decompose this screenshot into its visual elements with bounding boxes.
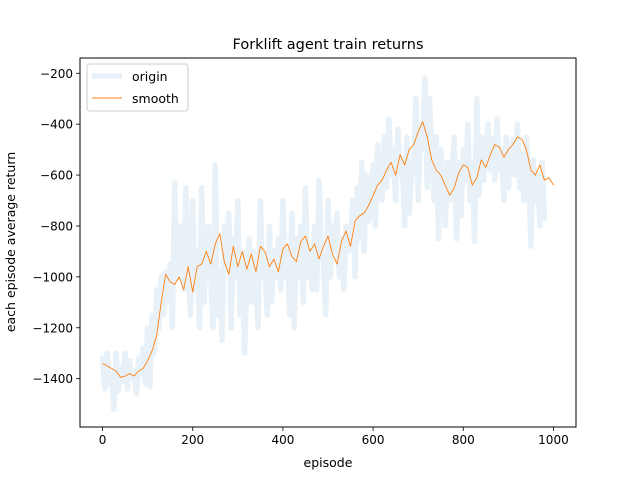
x-tick-label: 1000 (538, 433, 569, 447)
x-tick-label: 400 (271, 433, 294, 447)
series-line-smooth (102, 121, 554, 378)
y-tick-label: −1000 (32, 270, 73, 284)
x-tick-label: 600 (362, 433, 385, 447)
legend: origin smooth (86, 63, 189, 112)
y-axis-label: each episode average return (3, 152, 18, 332)
legend-box (86, 63, 189, 112)
series-line-origin (99, 75, 548, 412)
x-tick-label: 800 (452, 433, 475, 447)
y-tick-label: −800 (40, 219, 73, 233)
y-tick-label: −1400 (32, 372, 73, 386)
plot-frame (79, 57, 577, 428)
x-axis: 0 200 400 600 800 1000 (99, 427, 569, 447)
legend-origin-label: origin (132, 69, 168, 84)
y-tick-label: −200 (40, 67, 73, 81)
chart-title: Forklift agent train returns (233, 37, 424, 53)
y-axis: −1400 −1200 −1000 −800 −600 −400 −200 (32, 67, 80, 386)
y-tick-label: −400 (40, 118, 73, 132)
legend-smooth-label: smooth (132, 91, 179, 106)
plot-area (80, 58, 576, 427)
y-tick-label: −1200 (32, 321, 73, 335)
x-tick-label: 0 (99, 433, 107, 447)
y-tick-label: −600 (40, 169, 73, 183)
x-axis-label: episode (304, 455, 353, 470)
x-tick-label: 200 (181, 433, 204, 447)
series-layer (99, 75, 554, 412)
